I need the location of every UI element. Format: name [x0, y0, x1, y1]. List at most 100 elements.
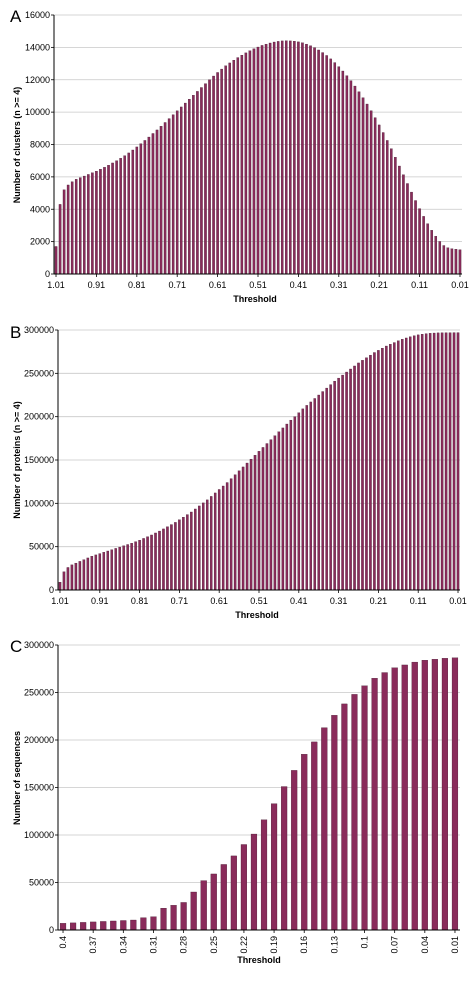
- bar-c: [381, 672, 388, 931]
- bar-a: [87, 174, 90, 275]
- bar-a: [216, 72, 219, 275]
- bar-b: [221, 485, 225, 591]
- bar-a: [438, 241, 442, 275]
- bar-a: [224, 65, 227, 275]
- bar-a: [365, 103, 369, 275]
- y-tick-label-c: 200000: [24, 735, 54, 745]
- y-tick-label-a: 0: [45, 269, 50, 279]
- bar-b: [166, 526, 169, 591]
- x-tick-label-a: 0.81: [128, 280, 146, 290]
- bar-a: [293, 41, 296, 275]
- bar-b: [305, 405, 309, 591]
- x-tick-label-c: 0.4: [58, 936, 68, 949]
- x-tick-label-c: 0.13: [329, 936, 339, 954]
- bar-b: [158, 530, 161, 591]
- bar-a: [155, 129, 159, 275]
- bar-a: [171, 114, 175, 275]
- bar-a: [236, 57, 240, 275]
- x-axis-title-b: Threshold: [235, 610, 279, 620]
- bar-b: [452, 332, 456, 591]
- x-tick-label-b: 0.81: [131, 596, 149, 606]
- bar-a: [289, 40, 292, 275]
- bar-a: [329, 58, 332, 275]
- bar-a: [410, 191, 413, 275]
- bar-a: [95, 171, 98, 275]
- bar-a: [458, 249, 462, 275]
- bar-b: [428, 333, 432, 591]
- bar-b: [349, 368, 352, 591]
- bar-c: [421, 660, 428, 931]
- bar-a: [276, 41, 280, 275]
- y-tick-label-a: 14000: [25, 42, 50, 52]
- bar-b: [265, 443, 269, 591]
- panel-label-a: A: [10, 7, 22, 26]
- bar-a: [248, 50, 252, 275]
- x-tick-label-c: 0.37: [88, 936, 98, 954]
- bar-b: [138, 540, 141, 591]
- bar-b: [146, 536, 149, 591]
- bar-a: [139, 143, 143, 275]
- bar-b: [78, 561, 82, 591]
- x-tick-label-c: 0.01: [450, 936, 460, 954]
- bar-b: [297, 412, 301, 591]
- bar-a: [414, 200, 417, 275]
- x-tick-label-a: 0.71: [168, 280, 186, 290]
- bar-a: [62, 189, 66, 275]
- x-tick-label-a: 0.01: [451, 280, 469, 290]
- bar-b: [245, 462, 249, 591]
- bar-b: [237, 470, 241, 591]
- bar-a: [66, 184, 70, 275]
- bar-c: [250, 833, 258, 931]
- x-tick-label-a: 0.91: [88, 280, 106, 290]
- bar-a: [317, 49, 320, 275]
- bar-a: [115, 160, 118, 275]
- bar-c: [80, 922, 87, 931]
- bar-a: [377, 124, 381, 275]
- bar-b: [301, 408, 305, 591]
- x-tick-labels-a: 1.01 0.91 0.81 0.71 0.61 0.51 0.41 0.31 0.21 0.11…: [47, 280, 468, 290]
- bar-c: [271, 803, 278, 931]
- bar-b: [412, 335, 416, 591]
- bar-b: [440, 332, 444, 591]
- bar-a: [208, 79, 211, 275]
- bar-b: [134, 541, 137, 591]
- bar-a: [357, 91, 361, 275]
- bar-a: [313, 47, 316, 275]
- y-tick-label-c: 50000: [29, 878, 54, 888]
- y-axis-title-a: Number of clusters (n >= 4): [12, 87, 22, 204]
- bar-a: [373, 117, 377, 275]
- bar-c: [230, 855, 237, 931]
- x-tick-label-a: 1.01: [47, 280, 65, 290]
- bar-a: [422, 216, 425, 275]
- bar-a: [147, 136, 151, 275]
- bar-b: [194, 508, 197, 591]
- y-tick-label-b: 150000: [24, 455, 54, 465]
- bar-a: [280, 40, 284, 275]
- bar-b: [361, 360, 364, 591]
- x-tick-label-b: 0.71: [171, 596, 189, 606]
- x-tick-label-c: 0.25: [209, 936, 219, 954]
- x-tick-label-c: 0.07: [390, 936, 400, 954]
- bar-c: [120, 920, 127, 931]
- bar-b: [357, 362, 360, 591]
- panel-a: A 0200040006000800010000120001400016000 …: [10, 7, 469, 304]
- x-tick-label-b: 0.41: [290, 596, 308, 606]
- x-tick-labels-b: 1.01 0.91 0.81 0.71 0.61 0.51 0.41 0.31 0.21 0.11…: [51, 596, 467, 606]
- bar-a: [192, 95, 195, 275]
- bar-b: [389, 344, 392, 591]
- bar-b: [365, 357, 368, 591]
- x-tick-label-b: 0.21: [370, 596, 388, 606]
- bar-b: [142, 538, 145, 591]
- y-tick-label-b: 100000: [24, 498, 54, 508]
- y-axis-title-b: Number of proteins (n >= 4): [12, 401, 22, 519]
- bar-c: [391, 667, 398, 931]
- y-tick-label-a: 4000: [30, 204, 50, 214]
- bar-c: [311, 741, 318, 931]
- y-tick-label-c: 150000: [24, 783, 54, 793]
- bar-a: [196, 91, 199, 275]
- bar-a: [179, 106, 183, 275]
- bar-a: [381, 132, 385, 275]
- bar-b: [424, 333, 428, 591]
- bar-a: [386, 140, 389, 275]
- axes-a: [51, 14, 462, 277]
